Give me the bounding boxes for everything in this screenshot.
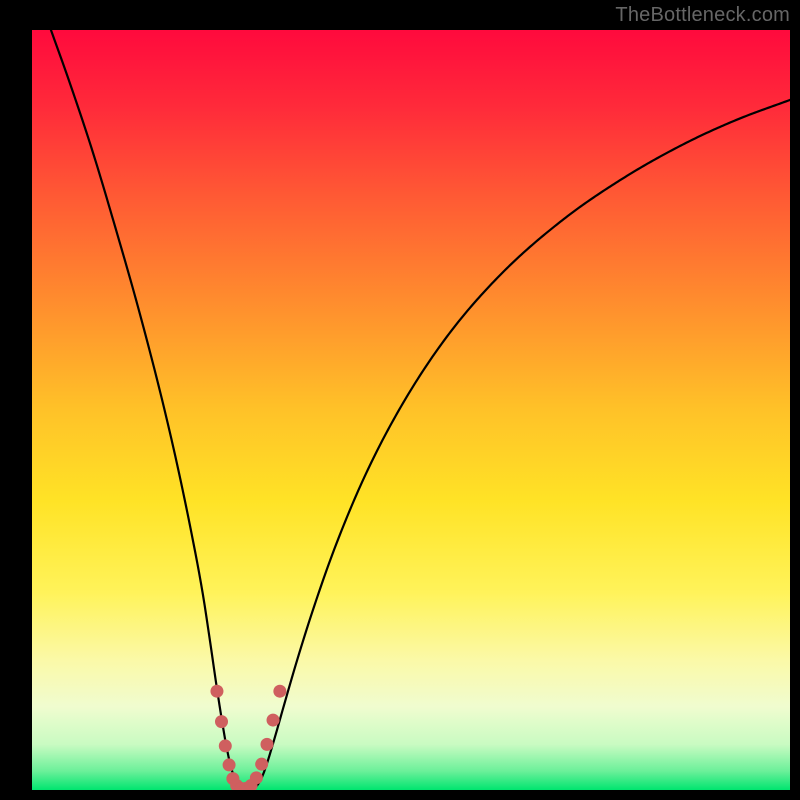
dip-marker <box>250 771 263 784</box>
dip-marker <box>260 738 273 751</box>
bottleneck-curve <box>51 30 790 789</box>
dip-marker <box>210 685 223 698</box>
curve-layer <box>32 30 790 790</box>
chart-frame: TheBottleneck.com <box>0 0 800 800</box>
dip-marker <box>267 714 280 727</box>
dip-marker <box>273 685 286 698</box>
dip-marker <box>219 739 232 752</box>
watermark-text: TheBottleneck.com <box>615 4 790 27</box>
dip-marker <box>215 715 228 728</box>
dip-marker <box>223 758 236 771</box>
dip-marker <box>255 758 268 771</box>
plot-area <box>32 30 790 790</box>
